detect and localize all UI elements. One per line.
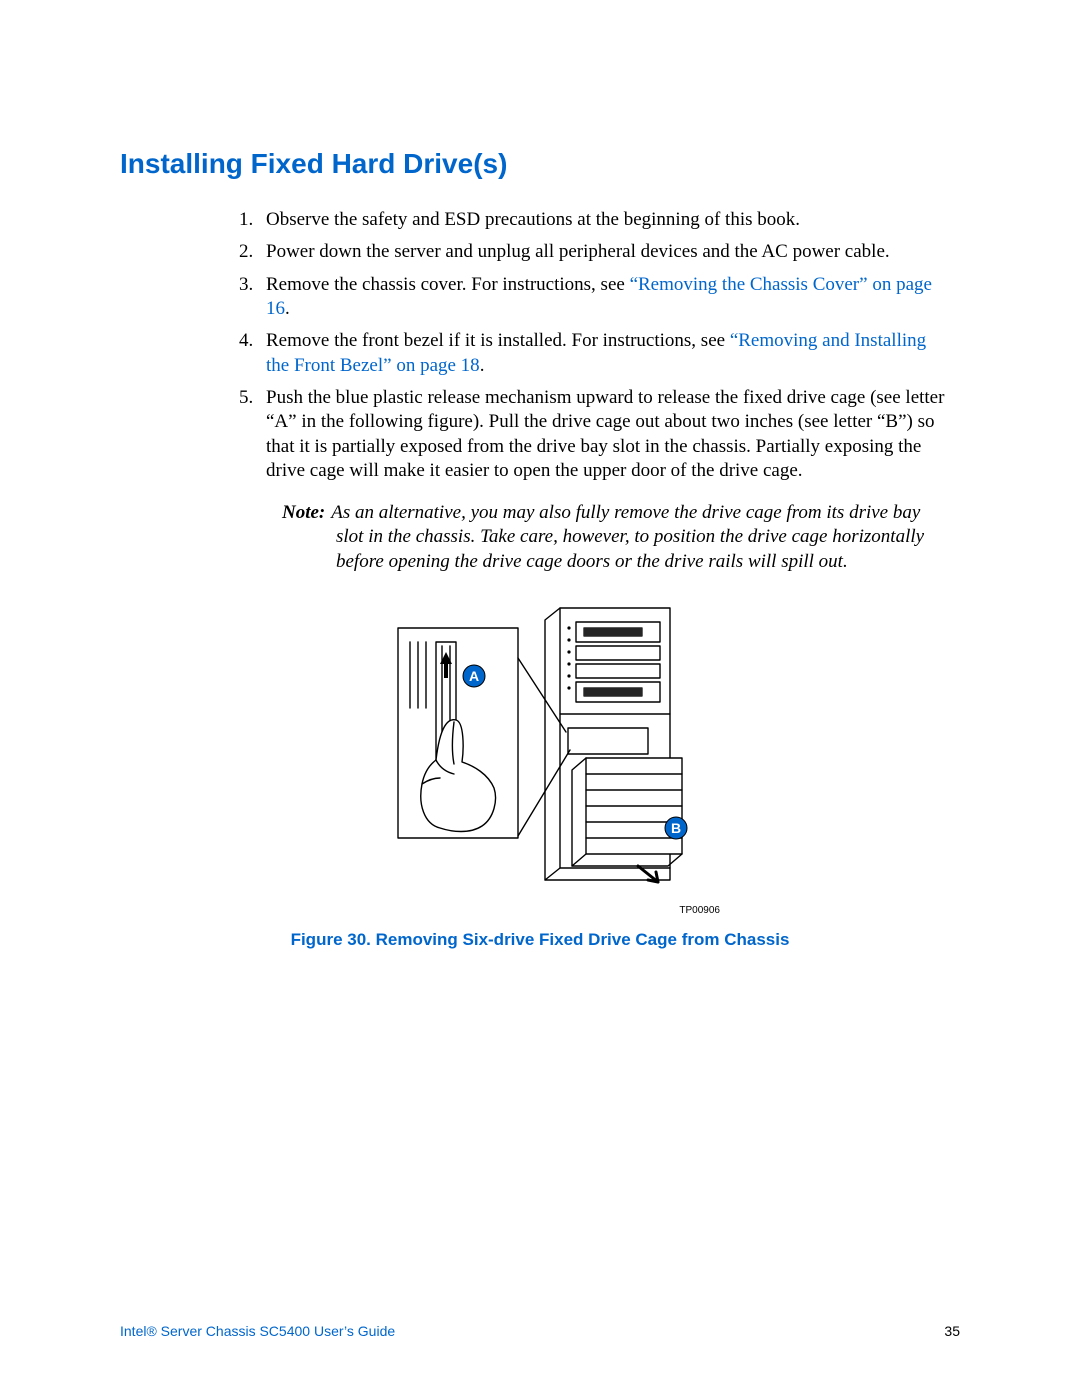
- step-5: Push the blue plastic release mechanism …: [258, 386, 950, 483]
- step-4-text-a: Remove the front bezel if it is installe…: [266, 330, 730, 351]
- figure-30-caption-text: Figure 30. Removing Six-drive Fixed Driv…: [291, 930, 790, 949]
- figure-part-number: TP00906: [120, 905, 720, 916]
- note-label: Note:: [282, 502, 325, 523]
- page-footer: Intel® Server Chassis SC5400 User’s Guid…: [120, 1323, 960, 1339]
- section-heading: Installing Fixed Hard Drive(s): [120, 148, 960, 180]
- step-3-text-a: Remove the chassis cover. For instructio…: [266, 274, 630, 295]
- figure-30-illustration: A B: [370, 598, 710, 898]
- callout-a: A: [463, 665, 485, 687]
- step-2-text: Power down the server and unplug all per…: [266, 241, 890, 262]
- footer-page-number: 35: [944, 1323, 960, 1339]
- note-text: As an alternative, you may also fully re…: [331, 502, 924, 572]
- step-4-text-b: .: [480, 355, 485, 376]
- figure-30-caption: Figure 30. Removing Six-drive Fixed Driv…: [120, 930, 960, 950]
- step-3: Remove the chassis cover. For instructio…: [258, 273, 950, 322]
- step-3-text-b: .: [285, 298, 290, 319]
- callout-b: B: [665, 817, 687, 839]
- step-4: Remove the front bezel if it is installe…: [258, 329, 950, 378]
- note-block: Note: As an alternative, you may also ful…: [282, 501, 960, 574]
- figure-30: A B TP00906 Figure 30. Removing Six-driv…: [120, 598, 960, 950]
- step-2: Power down the server and unplug all per…: [258, 240, 950, 264]
- step-1-text: Observe the safety and ESD precautions a…: [266, 209, 800, 230]
- footer-doc-title: Intel® Server Chassis SC5400 User’s Guid…: [120, 1323, 395, 1339]
- instruction-list: Observe the safety and ESD precautions a…: [258, 208, 960, 483]
- step-1: Observe the safety and ESD precautions a…: [258, 208, 950, 232]
- step-5-text: Push the blue plastic release mechanism …: [266, 387, 944, 481]
- callout-a-label: A: [469, 668, 479, 684]
- callout-b-label: B: [671, 820, 681, 836]
